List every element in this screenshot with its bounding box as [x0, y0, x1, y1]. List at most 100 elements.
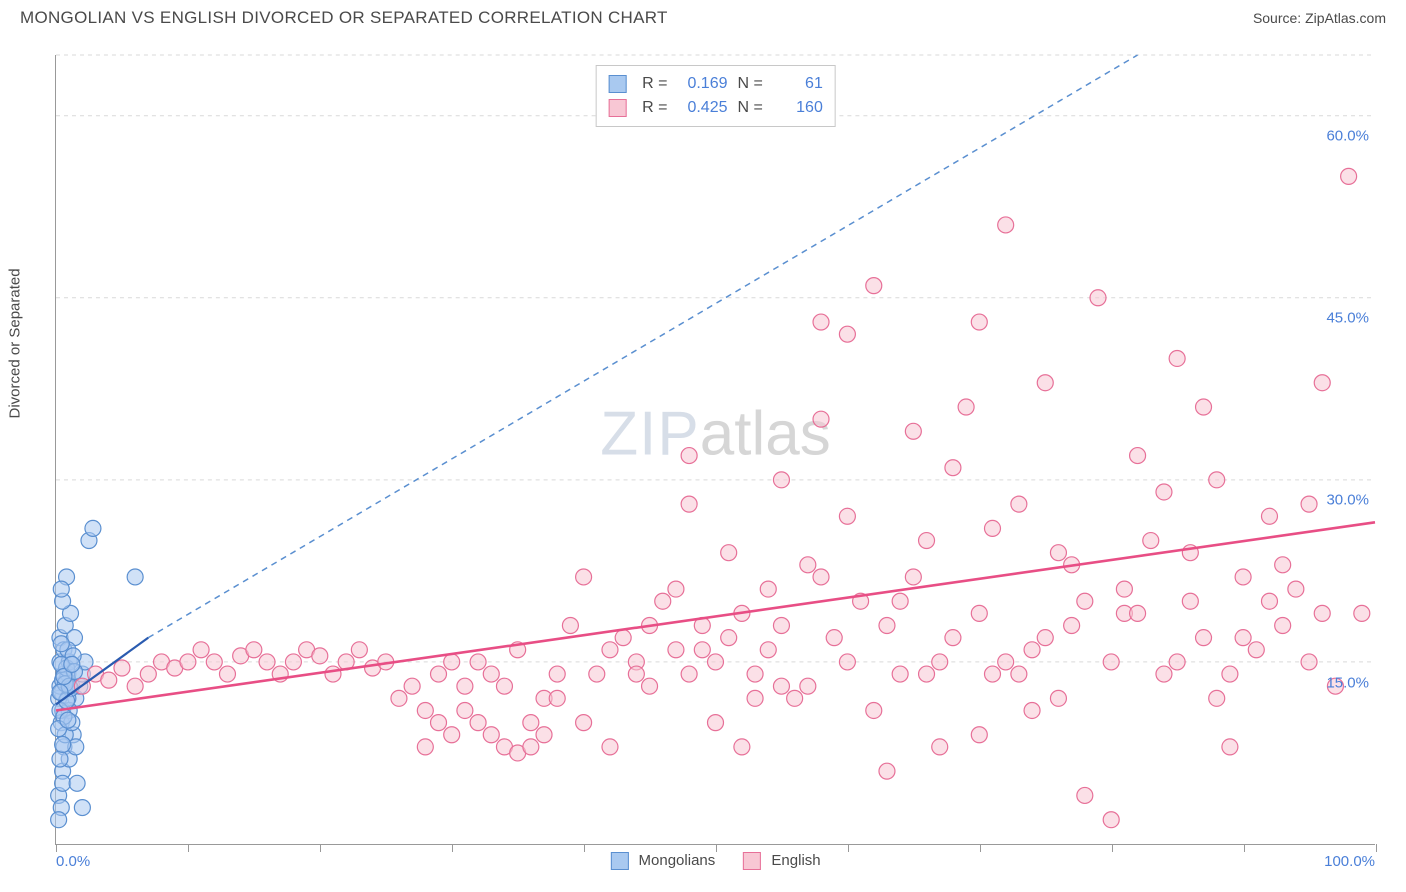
x-tick [980, 844, 981, 852]
x-tick [584, 844, 585, 852]
scatter-point [866, 278, 882, 294]
scatter-point [1314, 605, 1330, 621]
scatter-point [523, 715, 539, 731]
scatter-point [101, 672, 117, 688]
scatter-point [919, 533, 935, 549]
x-tick [452, 844, 453, 852]
scatter-point [219, 666, 235, 682]
scatter-point [576, 569, 592, 585]
y-tick-label: 30.0% [1326, 492, 1369, 509]
scatter-point [681, 448, 697, 464]
scatter-point [773, 472, 789, 488]
scatter-point [444, 727, 460, 743]
scatter-point [721, 545, 737, 561]
scatter-point [892, 593, 908, 609]
scatter-point [60, 712, 76, 728]
scatter-point [1116, 581, 1132, 597]
scatter-point [813, 314, 829, 330]
scatter-point [1301, 496, 1317, 512]
stats-swatch-english [608, 99, 626, 117]
scatter-point [589, 666, 605, 682]
scatter-point [431, 715, 447, 731]
scatter-point [53, 581, 69, 597]
scatter-point [457, 702, 473, 718]
scatter-point [958, 399, 974, 415]
scatter-point [206, 654, 222, 670]
scatter-point [69, 775, 85, 791]
scatter-point [773, 618, 789, 634]
x-tick [1376, 844, 1377, 852]
scatter-point [1130, 605, 1146, 621]
scatter-point [193, 642, 209, 658]
stats-row-2: R = 0.425 N = 160 [608, 96, 823, 120]
scatter-point [668, 642, 684, 658]
scatter-point [998, 217, 1014, 233]
scatter-point [1103, 812, 1119, 828]
scatter-point [984, 520, 1000, 536]
scatter-point [1288, 581, 1304, 597]
x-tick [848, 844, 849, 852]
scatter-point [325, 666, 341, 682]
scatter-point [905, 423, 921, 439]
scatter-point [1050, 690, 1066, 706]
scatter-point [668, 581, 684, 597]
scatter-point [51, 812, 67, 828]
x-axis-min-label: 0.0% [56, 853, 90, 870]
scatter-point [813, 569, 829, 585]
scatter-point [1156, 484, 1172, 500]
chart-title: MONGOLIAN VS ENGLISH DIVORCED OR SEPARAT… [20, 8, 668, 28]
scatter-point [1222, 666, 1238, 682]
stats-r-value-1: 0.169 [678, 72, 728, 96]
scatter-point [417, 739, 433, 755]
scatter-point [1222, 739, 1238, 755]
source-label: Source: ZipAtlas.com [1253, 10, 1386, 26]
scatter-point [1024, 702, 1040, 718]
scatter-point [127, 678, 143, 694]
scatter-point [1248, 642, 1264, 658]
scatter-point [602, 642, 618, 658]
scatter-point [800, 678, 816, 694]
scatter-point [760, 581, 776, 597]
x-tick [320, 844, 321, 852]
scatter-point [1261, 508, 1277, 524]
scatter-point [721, 630, 737, 646]
x-tick [188, 844, 189, 852]
stats-r-label: R = [642, 96, 667, 120]
scatter-point [549, 666, 565, 682]
scatter-point [919, 666, 935, 682]
y-tick-label: 60.0% [1326, 127, 1369, 144]
scatter-point [549, 690, 565, 706]
trend-line [56, 522, 1375, 710]
scatter-point [1077, 593, 1093, 609]
scatter-point [1196, 399, 1212, 415]
scatter-point [417, 702, 433, 718]
scatter-point [1301, 654, 1317, 670]
scatter-point [85, 520, 101, 536]
scatter-point [127, 569, 143, 585]
x-tick [1112, 844, 1113, 852]
scatter-point [1011, 496, 1027, 512]
x-axis-max-label: 100.0% [1324, 853, 1375, 870]
scatter-point [53, 636, 69, 652]
scatter-point [1235, 569, 1251, 585]
scatter-point [457, 678, 473, 694]
scatter-point [708, 715, 724, 731]
scatter-point [312, 648, 328, 664]
scatter-point [1169, 350, 1185, 366]
plot-area: ZIPatlas 15.0%30.0%45.0%60.0% 0.0% 100.0… [55, 55, 1375, 845]
scatter-point [523, 739, 539, 755]
scatter-point [1196, 630, 1212, 646]
stats-row-1: R = 0.169 N = 61 [608, 72, 823, 96]
scatter-point [74, 800, 90, 816]
legend-swatch-mongolians [610, 852, 628, 870]
scatter-point [932, 739, 948, 755]
scatter-point [615, 630, 631, 646]
scatter-point [945, 460, 961, 476]
scatter-point [1011, 666, 1027, 682]
scatter-point [470, 715, 486, 731]
chart-container: Divorced or Separated ZIPatlas 15.0%30.0… [20, 40, 1386, 880]
scatter-point [879, 618, 895, 634]
y-tick-label: 15.0% [1326, 674, 1369, 691]
scatter-point [1037, 630, 1053, 646]
scatter-point [1275, 618, 1291, 634]
